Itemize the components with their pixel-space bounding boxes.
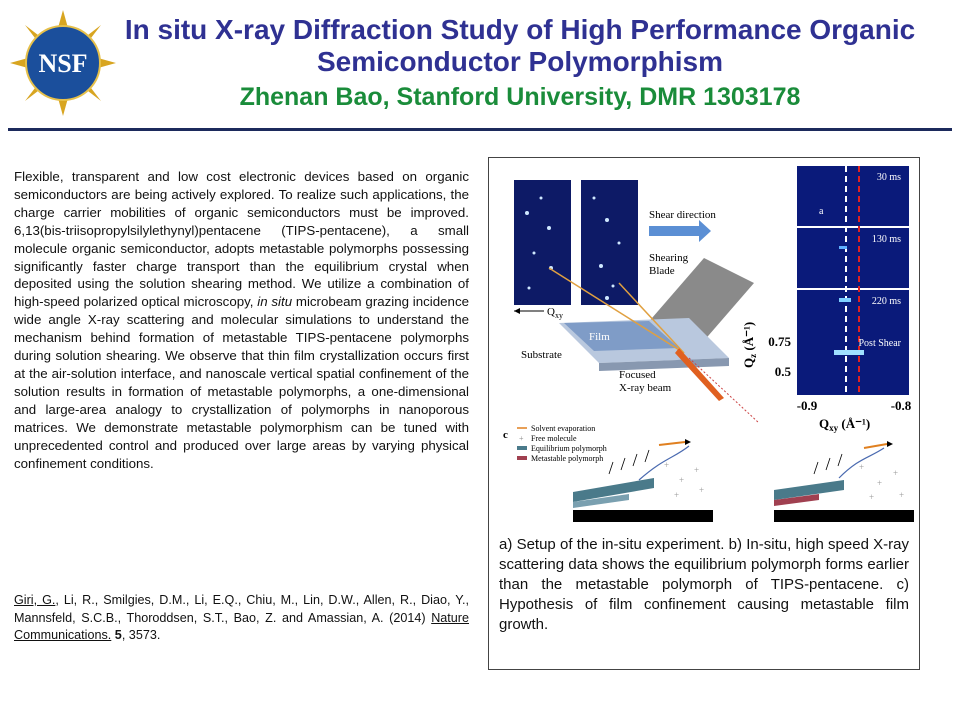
frame-2 <box>797 228 909 288</box>
citation-authors: , Li, R., Smilgies, D.M., Li, E.Q., Chiu… <box>14 593 469 625</box>
qz-tick-2: 0.5 <box>775 364 792 379</box>
body-text-italic: in situ <box>257 294 293 310</box>
svg-text:+: + <box>664 460 669 470</box>
confinement-diagram-right: ++++ + <box>774 441 914 522</box>
header-divider <box>8 128 952 131</box>
xray-beam <box>675 348 724 401</box>
citation-journal[interactable]: Nature Communications. <box>14 610 469 643</box>
body-text-part-2: microbeam grazing incidence wide angle X… <box>14 294 469 471</box>
frame-label-3: 220 ms <box>872 296 901 307</box>
svg-text:+: + <box>679 475 684 485</box>
frame-1 <box>797 166 909 226</box>
svg-text:+: + <box>869 492 874 502</box>
body-paragraph: Flexible, transparent and low cost elect… <box>14 168 469 472</box>
slide-subtitle: Zhenan Bao, Stanford University, DMR 130… <box>239 83 801 111</box>
svg-text:+: + <box>694 465 699 475</box>
figure-caption: a) Setup of the in-situ experiment. b) I… <box>499 536 909 633</box>
film-label: Film <box>589 331 610 343</box>
micrograph-left <box>514 180 571 305</box>
svg-text:+: + <box>859 462 864 472</box>
citation-pages: , 3573. <box>121 628 161 642</box>
qz-axis-label: Qz (Å⁻¹) <box>741 322 758 368</box>
qz-tick-1: 0.75 <box>768 334 791 349</box>
panel-c-legend: Solvent evaporation + Free molecule Equi… <box>517 424 607 463</box>
qxy-axis-label: Qxy (Å⁻¹) <box>819 416 870 433</box>
citation: Giri, G., Li, R., Smilgies, D.M., Li, E.… <box>14 592 469 645</box>
shear-direction-label: Shear direction <box>649 209 716 221</box>
shear-direction-arrow <box>649 220 711 242</box>
beam-label-1: Focused <box>619 369 656 381</box>
frame-label-2: 130 ms <box>872 234 901 245</box>
citation-first-author[interactable]: Giri, G. <box>14 593 56 607</box>
film <box>564 321 679 351</box>
qxy-tick-2: -0.8 <box>891 398 912 413</box>
logo-text: NSF <box>38 49 87 78</box>
frame-4 <box>797 330 909 395</box>
substrate-label: Substrate <box>521 349 562 361</box>
svg-text:+: + <box>877 478 882 488</box>
legend-equilibrium: Equilibrium polymorph <box>531 444 607 453</box>
frame-label-1: 30 ms <box>877 172 901 183</box>
figure-graphic: Shear direction Shearing Blade Film Subs… <box>503 166 914 522</box>
slide-title: In situ X-ray Diffraction Study of High … <box>124 14 916 77</box>
svg-text:+: + <box>899 490 904 500</box>
beam-label-2: X-ray beam <box>619 382 672 394</box>
scattering-frames: 30 ms 130 ms 220 ms Post Shear a <box>797 166 909 395</box>
shearing-blade-label-1: Shearing <box>649 252 689 264</box>
micrograph-right <box>581 180 638 305</box>
nsf-logo: NSF <box>10 10 116 116</box>
qxy-tick-1: -0.9 <box>797 398 818 413</box>
legend-metastable: Metastable polymorph <box>531 454 603 463</box>
body-text-part-1: Flexible, transparent and low cost elect… <box>14 169 469 310</box>
citation-volume: 5 <box>114 628 122 642</box>
svg-text:+: + <box>519 434 524 443</box>
figure-panel: Shear direction Shearing Blade Film Subs… <box>488 157 920 670</box>
panel-c-label: c <box>503 429 508 441</box>
confinement-diagram-left: ++++ + <box>573 439 713 522</box>
legend-solvent: Solvent evaporation <box>531 424 595 433</box>
svg-text:+: + <box>893 468 898 478</box>
svg-text:+: + <box>699 485 704 495</box>
shearing-blade-label-2: Blade <box>649 265 675 277</box>
legend-free-molecule: Free molecule <box>531 434 577 443</box>
frame-label-4: Post Shear <box>859 338 902 349</box>
qxy-label-a: Qxy <box>547 306 563 320</box>
panel-b-inset-label: a <box>819 206 824 217</box>
svg-text:+: + <box>674 490 679 500</box>
